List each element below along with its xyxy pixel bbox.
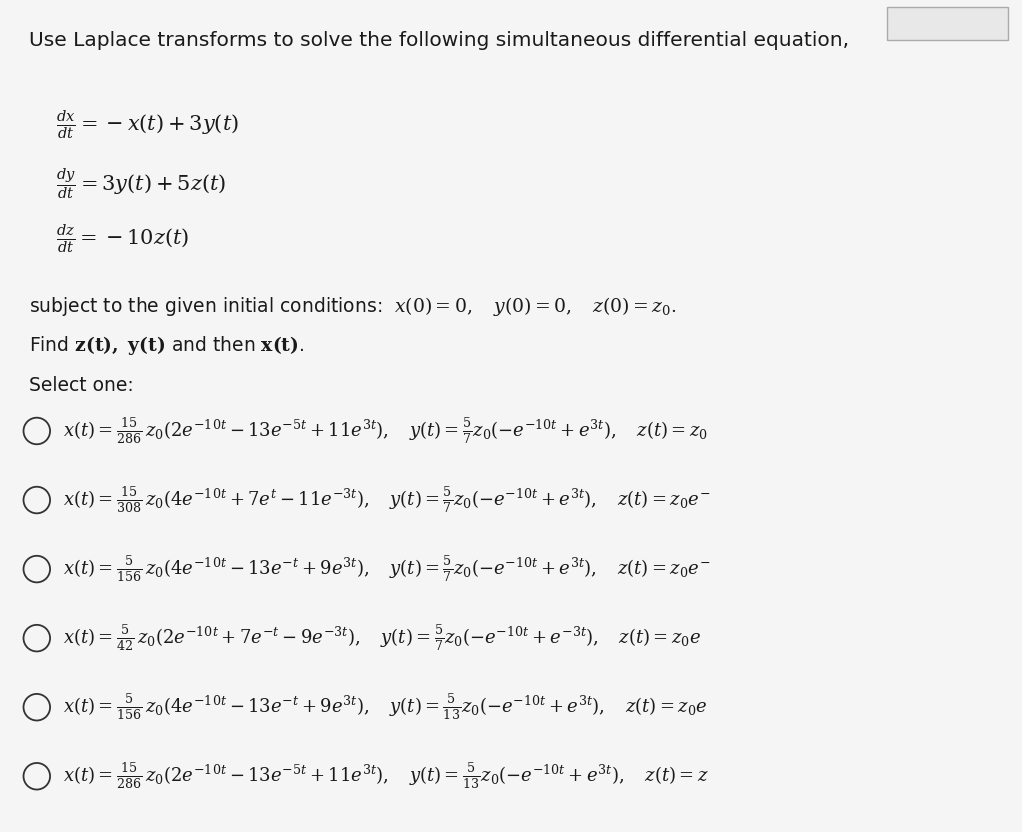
Text: Use Laplace transforms to solve the following simultaneous differential equation: Use Laplace transforms to solve the foll… xyxy=(29,31,848,50)
Text: $x(t) = \frac{15}{286}\,z_0(2e^{-10t} - 13e^{-5t} + 11e^{3t}), \quad y(t) = \fra: $x(t) = \frac{15}{286}\,z_0(2e^{-10t} - … xyxy=(63,761,709,791)
Text: $x(t) = \frac{15}{286}\,z_0(2e^{-10t} - 13e^{-5t} + 11e^{3t}), \quad y(t) = \fra: $x(t) = \frac{15}{286}\,z_0(2e^{-10t} - … xyxy=(63,416,708,446)
Text: $\frac{dz}{dt} = -10z(t)$: $\frac{dz}{dt} = -10z(t)$ xyxy=(56,222,189,255)
Text: Select one:: Select one: xyxy=(29,376,133,395)
FancyBboxPatch shape xyxy=(887,7,1008,40)
Text: $x(t) = \frac{15}{308}\,z_0(4e^{-10t} + 7e^{t} - 11e^{-3t}), \quad y(t) = \frac{: $x(t) = \frac{15}{308}\,z_0(4e^{-10t} + … xyxy=(63,485,711,515)
Text: subject to the given initial conditions:  $x(0) = 0, \quad y(0) = 0, \quad z(0) : subject to the given initial conditions:… xyxy=(29,295,677,319)
Text: $\frac{dy}{dt} = 3y(t) + 5z(t)$: $\frac{dy}{dt} = 3y(t) + 5z(t)$ xyxy=(56,166,226,201)
Text: $x(t) = \frac{5}{156}\,z_0(4e^{-10t} - 13e^{-t} + 9e^{3t}), \quad y(t) = \frac{5: $x(t) = \frac{5}{156}\,z_0(4e^{-10t} - 1… xyxy=(63,692,708,722)
Text: $x(t) = \frac{5}{42}\,z_0(2e^{-10t} + 7e^{-t} - 9e^{-3t}), \quad y(t) = \frac{5}: $x(t) = \frac{5}{42}\,z_0(2e^{-10t} + 7e… xyxy=(63,623,702,653)
Text: Find $\mathbf{z(t),\ y(t)}$ and then $\mathbf{x(t)}$.: Find $\mathbf{z(t),\ y(t)}$ and then $\m… xyxy=(29,334,304,358)
Text: $\frac{dx}{dt} = -x(t) + 3y(t)$: $\frac{dx}{dt} = -x(t) + 3y(t)$ xyxy=(56,108,239,141)
Text: $x(t) = \frac{5}{156}\,z_0(4e^{-10t} - 13e^{-t} + 9e^{3t}), \quad y(t) = \frac{5: $x(t) = \frac{5}{156}\,z_0(4e^{-10t} - 1… xyxy=(63,554,711,584)
